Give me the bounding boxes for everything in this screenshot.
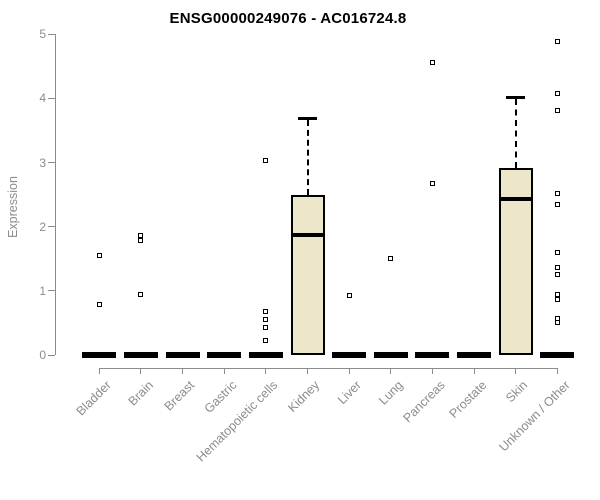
outlier-point <box>263 308 269 314</box>
x-tick-label: Breast <box>162 378 198 414</box>
x-tick-label: Hematopoietic cells <box>194 378 281 465</box>
x-axis-line <box>99 368 559 369</box>
outlier-point <box>554 249 560 255</box>
outlier-point <box>554 202 560 208</box>
x-tick <box>182 368 184 374</box>
y-tick-label: 0 <box>39 348 46 362</box>
x-tick <box>348 368 350 374</box>
outlier-point <box>346 292 352 298</box>
x-tick <box>223 368 225 374</box>
x-tick <box>265 368 267 374</box>
x-tick-label: Prostate <box>446 378 489 421</box>
outlier-point <box>554 90 560 96</box>
outlier-point <box>96 253 102 259</box>
y-axis-line <box>55 34 56 355</box>
collapsed-box <box>415 352 450 358</box>
collapsed-box <box>248 352 283 358</box>
x-tick-label: Bladder <box>73 378 115 419</box>
y-tick-label: 1 <box>39 283 46 298</box>
outlier-point <box>554 108 560 114</box>
outlier-point <box>263 158 269 164</box>
collapsed-box <box>332 352 367 358</box>
collapsed-box <box>457 352 492 358</box>
x-tick <box>431 368 433 374</box>
median-line <box>290 233 325 238</box>
x-tick-label: Liver <box>334 378 365 408</box>
outlier-point <box>263 337 269 343</box>
outlier-point <box>388 255 394 261</box>
y-tick <box>48 354 55 356</box>
outlier-point <box>429 60 435 66</box>
x-tick <box>556 368 558 374</box>
x-tick <box>307 368 308 374</box>
outlier-point <box>554 264 560 270</box>
y-tick-label: 2 <box>39 219 46 234</box>
chart-title: ENSG00000249076 - AC016724.8 <box>169 10 407 27</box>
y-tick <box>48 33 55 35</box>
x-tick <box>98 368 100 374</box>
collapsed-box <box>373 352 408 358</box>
collapsed-box <box>540 352 575 358</box>
outlier-point <box>554 39 560 45</box>
x-tick <box>390 368 392 374</box>
y-tick <box>48 226 55 228</box>
outlier-point <box>96 301 102 307</box>
x-tick-label: Skin <box>503 378 531 406</box>
y-tick-label: 5 <box>39 27 46 42</box>
whisker-cap <box>506 95 526 99</box>
outlier-point <box>263 324 269 330</box>
x-tick-label: Kidney <box>285 378 323 415</box>
outlier-point <box>263 317 269 323</box>
x-tick-label: Lung <box>376 378 406 408</box>
collapsed-box <box>207 352 242 358</box>
outlier-point <box>138 291 144 297</box>
whisker-cap <box>298 117 317 121</box>
outlier-point <box>554 291 560 297</box>
y-tick-label: 4 <box>39 91 46 106</box>
y-tick <box>48 290 55 292</box>
collapsed-box <box>82 352 117 358</box>
x-tick <box>473 368 475 374</box>
outlier-point <box>554 296 560 302</box>
y-tick <box>48 162 55 164</box>
collapsed-box <box>165 352 200 358</box>
y-tick <box>48 97 55 99</box>
whisker-line <box>514 98 517 169</box>
outlier-point <box>554 320 560 326</box>
outlier-point <box>138 237 144 243</box>
outlier-point <box>429 180 435 186</box>
x-tick-label: Pancreas <box>400 378 448 426</box>
x-tick <box>140 368 142 374</box>
outlier-point <box>554 272 560 278</box>
collapsed-box <box>123 352 158 358</box>
x-tick-label: Gastric <box>201 378 240 416</box>
box <box>290 195 325 355</box>
whisker-line <box>306 120 309 196</box>
outlier-point <box>554 190 560 196</box>
x-tick <box>515 368 517 374</box>
median-line <box>498 197 533 202</box>
x-tick-label: Brain <box>125 378 156 409</box>
y-tick-label: 3 <box>39 155 46 170</box>
